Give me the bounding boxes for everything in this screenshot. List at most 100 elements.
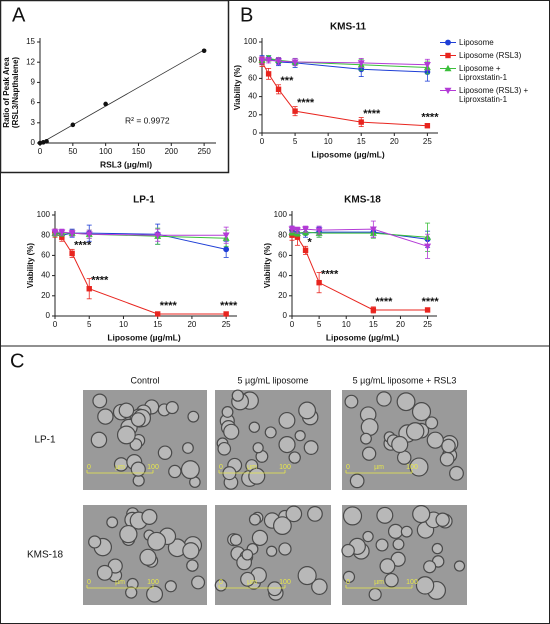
y-tick-label: 12 [26,57,35,66]
x-tick-label: 20 [396,320,405,329]
cell [384,572,399,588]
cell [248,513,261,526]
marker [315,227,323,234]
significance-label: **** [74,239,92,251]
scale-label: 100 [147,579,159,586]
cell [266,545,278,557]
cell [241,548,254,561]
cell [412,505,431,524]
marker [424,307,431,313]
cell [376,506,394,524]
cell [278,542,292,556]
marker [292,108,298,114]
marker [358,119,364,125]
annotation: R² = 0.9972 [125,115,170,125]
marker [302,247,309,254]
data-point [103,101,108,107]
x-tick-label: 20 [187,320,196,329]
cell [97,408,114,425]
cell [106,516,119,529]
cell [186,559,199,572]
marker [423,62,431,69]
micrograph: 0 µm 100 [83,505,207,605]
legend-entry: Liposome + Liproxstatin-1 [440,64,546,82]
y-tick-label: 3 [31,118,36,127]
marker [275,58,283,65]
y-axis-label: Ratio of Peak Area [2,57,11,128]
marker [293,227,301,234]
x-tick-label: 25 [222,320,231,329]
cell [248,467,266,485]
cell [217,441,232,456]
row-label: LP-1 [34,435,56,446]
cell [168,464,182,479]
x-tick-label: 10 [119,320,128,329]
cell [252,442,264,454]
cell [248,421,261,433]
scale-label: 0 [87,579,91,586]
marker [288,226,296,233]
y-tick-label: 40 [248,92,257,101]
cell [409,457,429,477]
significance-label: * [308,236,313,248]
data-point [70,122,76,128]
cell [441,438,456,454]
cell [415,576,435,595]
marker [223,311,229,317]
scale-label: 0 [219,464,223,471]
x-axis-label: Liposome (µg/mL) [326,332,400,342]
y-tick-label: 60 [278,251,287,260]
cell [379,558,396,575]
marker [275,86,282,93]
marker [370,307,377,313]
y-tick-label: 40 [278,271,287,280]
significance-label: **** [321,269,339,281]
y-tick-label: 100 [244,37,258,46]
y-tick-label: 0 [31,138,36,147]
cell [392,538,405,551]
marker [316,279,322,286]
marker [223,246,230,253]
cell [130,412,146,428]
y-tick-label: 20 [248,110,257,119]
y-tick-label: 80 [41,230,50,239]
cell [425,416,439,430]
data-point [44,139,49,144]
series-line [291,234,428,311]
significance-label: **** [422,296,440,308]
cell [360,418,379,436]
y-tick-label: 0 [283,311,288,320]
cell [187,410,200,423]
cell [349,473,365,489]
cell [400,525,413,538]
marker [85,231,93,238]
marker [51,229,59,236]
x-axis-label: Liposome (µg/mL) [311,149,385,159]
cell [375,538,389,552]
cell [141,508,158,525]
cell [273,516,292,536]
legend-entry: Liposome (RSL3) [440,51,546,60]
scale-label: 100 [279,464,291,471]
cell [396,392,416,412]
x-tick-label: 0 [290,320,295,329]
marker [58,229,66,236]
y-tick-label: 60 [248,74,257,83]
cell [311,578,328,595]
x-tick-label: 10 [342,320,351,329]
cell [449,465,464,481]
micrograph: 0 µm 100 [341,505,467,605]
cell [453,560,466,572]
x-tick-label: 50 [68,147,77,156]
series-line [261,57,428,73]
y-tick-label: 40 [41,271,50,280]
cell [342,506,363,526]
cell [223,423,240,440]
cell [431,542,444,555]
cell [267,581,283,597]
x-tick-label: 150 [132,147,146,156]
cell [147,531,167,551]
cell [368,587,382,602]
